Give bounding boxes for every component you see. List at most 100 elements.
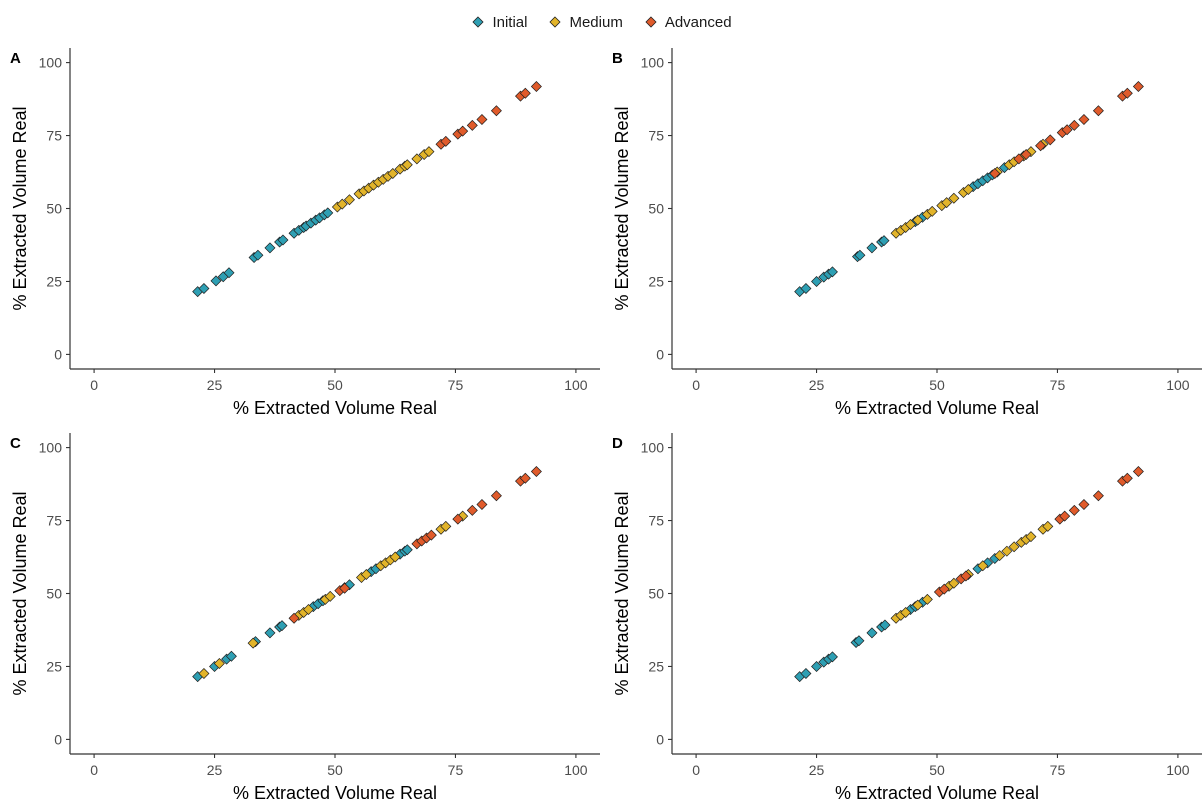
data-point-advanced (440, 135, 452, 147)
x-tick-label: 50 (327, 762, 343, 778)
x-tick-label: 75 (448, 377, 464, 393)
data-point-advanced (425, 529, 437, 541)
data-point-initial (277, 234, 289, 246)
data-point-medium (440, 520, 452, 532)
data-point-advanced (1121, 472, 1133, 484)
y-tick-label: 0 (54, 731, 62, 747)
data-point-medium (1008, 541, 1020, 553)
data-point-advanced (1035, 140, 1047, 152)
x-tick-label: 100 (1166, 377, 1190, 393)
y-tick-label: 75 (46, 128, 62, 144)
data-point-medium (336, 198, 348, 210)
data-point-advanced (490, 105, 502, 117)
data-point-medium (941, 197, 953, 209)
x-tick-label: 25 (207, 377, 223, 393)
panel-label: A (10, 50, 21, 67)
panel-label: C (10, 435, 21, 452)
data-point-medium (423, 146, 435, 158)
x-tick-label: 50 (929, 762, 945, 778)
y-axis-title: % Extracted Volume Real (10, 491, 30, 695)
data-point-initial (264, 627, 276, 639)
data-point-initial (811, 275, 823, 287)
legend-label: Initial (492, 13, 528, 31)
y-tick-label: 100 (641, 440, 665, 456)
data-point-advanced (476, 114, 488, 125)
y-tick-label: 0 (656, 731, 664, 747)
data-point-initial (800, 282, 812, 294)
x-tick-label: 75 (448, 762, 464, 778)
y-tick-label: 100 (39, 440, 63, 456)
legend-marker-initial (472, 16, 485, 28)
y-axis-title: % Extracted Volume Real (612, 491, 632, 695)
data-point-advanced (938, 583, 950, 595)
panel-b: B 0 25 50 75 100 0 25 50 75 100 % Extracted Volume … (602, 40, 1204, 425)
data-point-initial (225, 650, 237, 662)
data-point-initial (198, 282, 210, 294)
legend-label: Medium (569, 13, 623, 31)
data-point-advanced (288, 612, 300, 624)
x-tick-label: 25 (809, 377, 825, 393)
data-point-medium (948, 192, 960, 204)
legend: Initial Medium Advanced (0, 0, 1204, 44)
x-tick-label: 0 (692, 377, 700, 393)
y-axis-title: % Extracted Volume Real (10, 106, 30, 310)
data-point-advanced (1068, 119, 1080, 131)
y-tick-label: 0 (656, 346, 664, 362)
data-point-initial (853, 635, 865, 647)
data-point-initial (800, 667, 812, 679)
panel-c: C 0 25 50 75 100 0 25 50 75 100 % Extracted Volume … (0, 425, 602, 810)
data-point-initial (879, 619, 891, 631)
data-point-medium (213, 658, 225, 670)
data-point-advanced (466, 504, 478, 516)
x-tick-label: 100 (564, 762, 588, 778)
y-tick-label: 50 (648, 586, 664, 602)
y-tick-label: 75 (648, 513, 664, 529)
x-tick-label: 0 (692, 762, 700, 778)
data-point-advanced (519, 87, 531, 99)
x-tick-label: 100 (1166, 762, 1190, 778)
data-point-initial (811, 660, 823, 672)
x-tick-label: 50 (327, 377, 343, 393)
y-tick-label: 25 (648, 273, 664, 289)
x-tick-label: 50 (929, 377, 945, 393)
scatter-chart-d: D 0 25 50 75 100 0 25 50 75 100 % Extracted Volume … (612, 433, 1202, 803)
data-point-medium (1001, 545, 1013, 557)
data-point-advanced (339, 582, 351, 594)
data-point-advanced (1078, 499, 1090, 510)
data-point-medium (343, 194, 355, 206)
data-point-initial (826, 651, 838, 663)
panel-a: A 0 25 50 75 100 0 25 50 75 100 % Extracted Volume … (0, 40, 602, 425)
data-point-medium (1025, 531, 1037, 543)
x-tick-label: 100 (564, 377, 588, 393)
data-point-medium (900, 606, 912, 618)
y-tick-label: 25 (46, 273, 62, 289)
data-point-advanced (1121, 87, 1133, 99)
data-point-advanced (476, 499, 488, 510)
panel-d: D 0 25 50 75 100 0 25 50 75 100 % Extracted Volume … (602, 425, 1204, 810)
data-point-medium (411, 153, 423, 165)
data-point-advanced (1059, 510, 1071, 522)
data-point-advanced (530, 81, 542, 93)
data-point-medium (389, 551, 401, 563)
data-point-medium (247, 637, 259, 649)
panel-label: D (612, 435, 623, 452)
x-tick-label: 25 (207, 762, 223, 778)
y-tick-label: 100 (39, 55, 63, 71)
data-point-advanced (1013, 153, 1025, 165)
legend-item-medium: Medium (549, 13, 623, 31)
data-point-advanced (490, 490, 502, 502)
data-point-advanced (457, 125, 469, 137)
data-point-medium (324, 590, 336, 602)
data-point-medium (360, 569, 372, 581)
data-point-advanced (530, 466, 542, 478)
legend-marker-advanced (645, 16, 657, 28)
data-point-advanced (1044, 134, 1056, 146)
data-point-medium (962, 184, 974, 196)
y-tick-label: 25 (648, 658, 664, 674)
data-point-advanced (1068, 504, 1080, 516)
data-point-initial (223, 267, 235, 279)
x-axis-title: % Extracted Volume Real (835, 398, 1039, 418)
data-point-advanced (452, 513, 464, 525)
data-point-advanced (960, 570, 972, 582)
data-point-medium (387, 167, 399, 179)
